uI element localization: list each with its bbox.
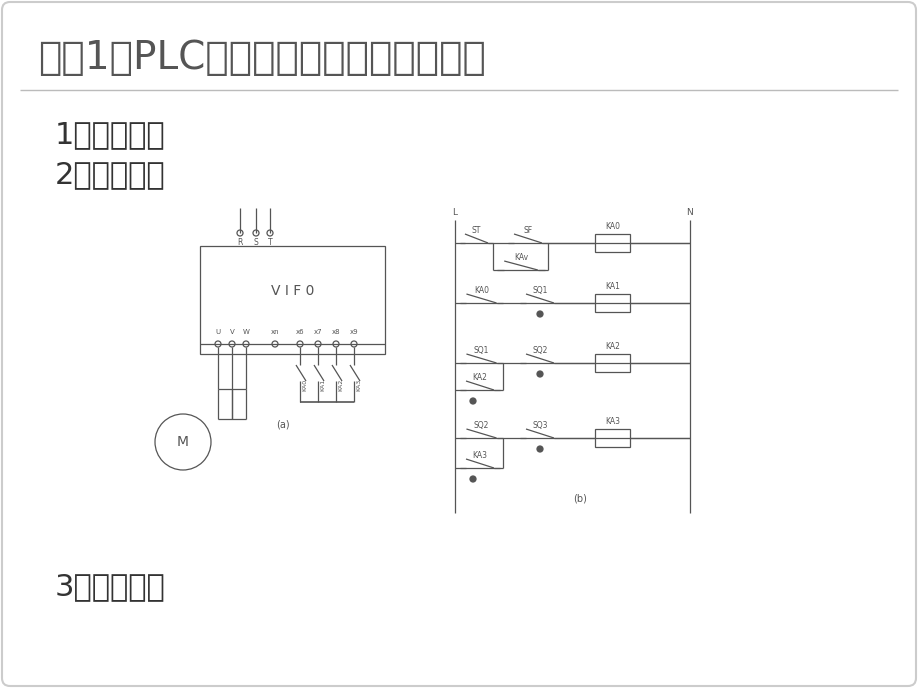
- Text: SQ1: SQ1: [473, 346, 489, 355]
- Text: KA1: KA1: [605, 282, 619, 290]
- Text: 1、切换过程: 1、切换过程: [55, 121, 165, 150]
- Bar: [595, 354, 630, 372]
- Text: L: L: [452, 208, 457, 217]
- Text: SQ2: SQ2: [532, 346, 547, 355]
- Circle shape: [253, 230, 259, 236]
- Text: W: W: [243, 329, 249, 335]
- Circle shape: [351, 341, 357, 347]
- Bar: [595, 294, 630, 312]
- Text: x6: x6: [295, 329, 304, 335]
- Circle shape: [333, 341, 338, 347]
- Circle shape: [267, 230, 273, 236]
- Bar: [595, 234, 630, 252]
- Text: KA0: KA0: [473, 286, 489, 295]
- Text: T: T: [267, 237, 272, 246]
- Text: 模块1：PLC控制变频器多段速输出系统: 模块1：PLC控制变频器多段速输出系统: [38, 39, 485, 77]
- Text: (b): (b): [573, 493, 586, 503]
- Text: xn: xn: [270, 329, 279, 335]
- Text: SF: SF: [523, 226, 532, 235]
- Circle shape: [537, 446, 542, 452]
- Text: M: M: [176, 435, 188, 449]
- Text: 3、工作过程: 3、工作过程: [55, 573, 165, 602]
- Text: KA0: KA0: [302, 379, 307, 391]
- Circle shape: [215, 341, 221, 347]
- Text: V I F 0: V I F 0: [270, 284, 314, 298]
- Text: KAv: KAv: [514, 253, 528, 262]
- Text: x7: x7: [313, 329, 322, 335]
- Text: KA2: KA2: [472, 373, 487, 382]
- Text: R: R: [237, 237, 243, 246]
- Text: (a): (a): [276, 419, 289, 429]
- Text: N: N: [686, 208, 693, 217]
- Circle shape: [470, 476, 475, 482]
- Text: SQ1: SQ1: [532, 286, 547, 295]
- Bar: [199, 246, 384, 354]
- Text: KA3: KA3: [357, 379, 361, 391]
- Text: KA1: KA1: [320, 379, 325, 391]
- Text: SQ3: SQ3: [532, 420, 547, 429]
- Text: ST: ST: [471, 226, 481, 235]
- Circle shape: [229, 341, 234, 347]
- Circle shape: [237, 230, 243, 236]
- Circle shape: [470, 398, 475, 404]
- Text: V: V: [230, 329, 234, 335]
- Text: KA2: KA2: [605, 342, 619, 351]
- Text: U: U: [215, 329, 221, 335]
- Text: KA3: KA3: [605, 417, 619, 426]
- Text: S: S: [254, 237, 258, 246]
- Bar: [595, 429, 630, 447]
- Circle shape: [272, 341, 278, 347]
- Text: x9: x9: [349, 329, 357, 335]
- Text: KA2: KA2: [338, 379, 343, 391]
- Circle shape: [314, 341, 321, 347]
- Circle shape: [537, 311, 542, 317]
- Text: KA3: KA3: [472, 451, 487, 460]
- Circle shape: [243, 341, 249, 347]
- Text: KA0: KA0: [605, 221, 619, 230]
- Text: 2、控制电路: 2、控制电路: [55, 161, 165, 190]
- Circle shape: [537, 371, 542, 377]
- Circle shape: [297, 341, 302, 347]
- Text: x8: x8: [332, 329, 340, 335]
- Circle shape: [154, 414, 210, 470]
- Text: SQ2: SQ2: [473, 420, 489, 429]
